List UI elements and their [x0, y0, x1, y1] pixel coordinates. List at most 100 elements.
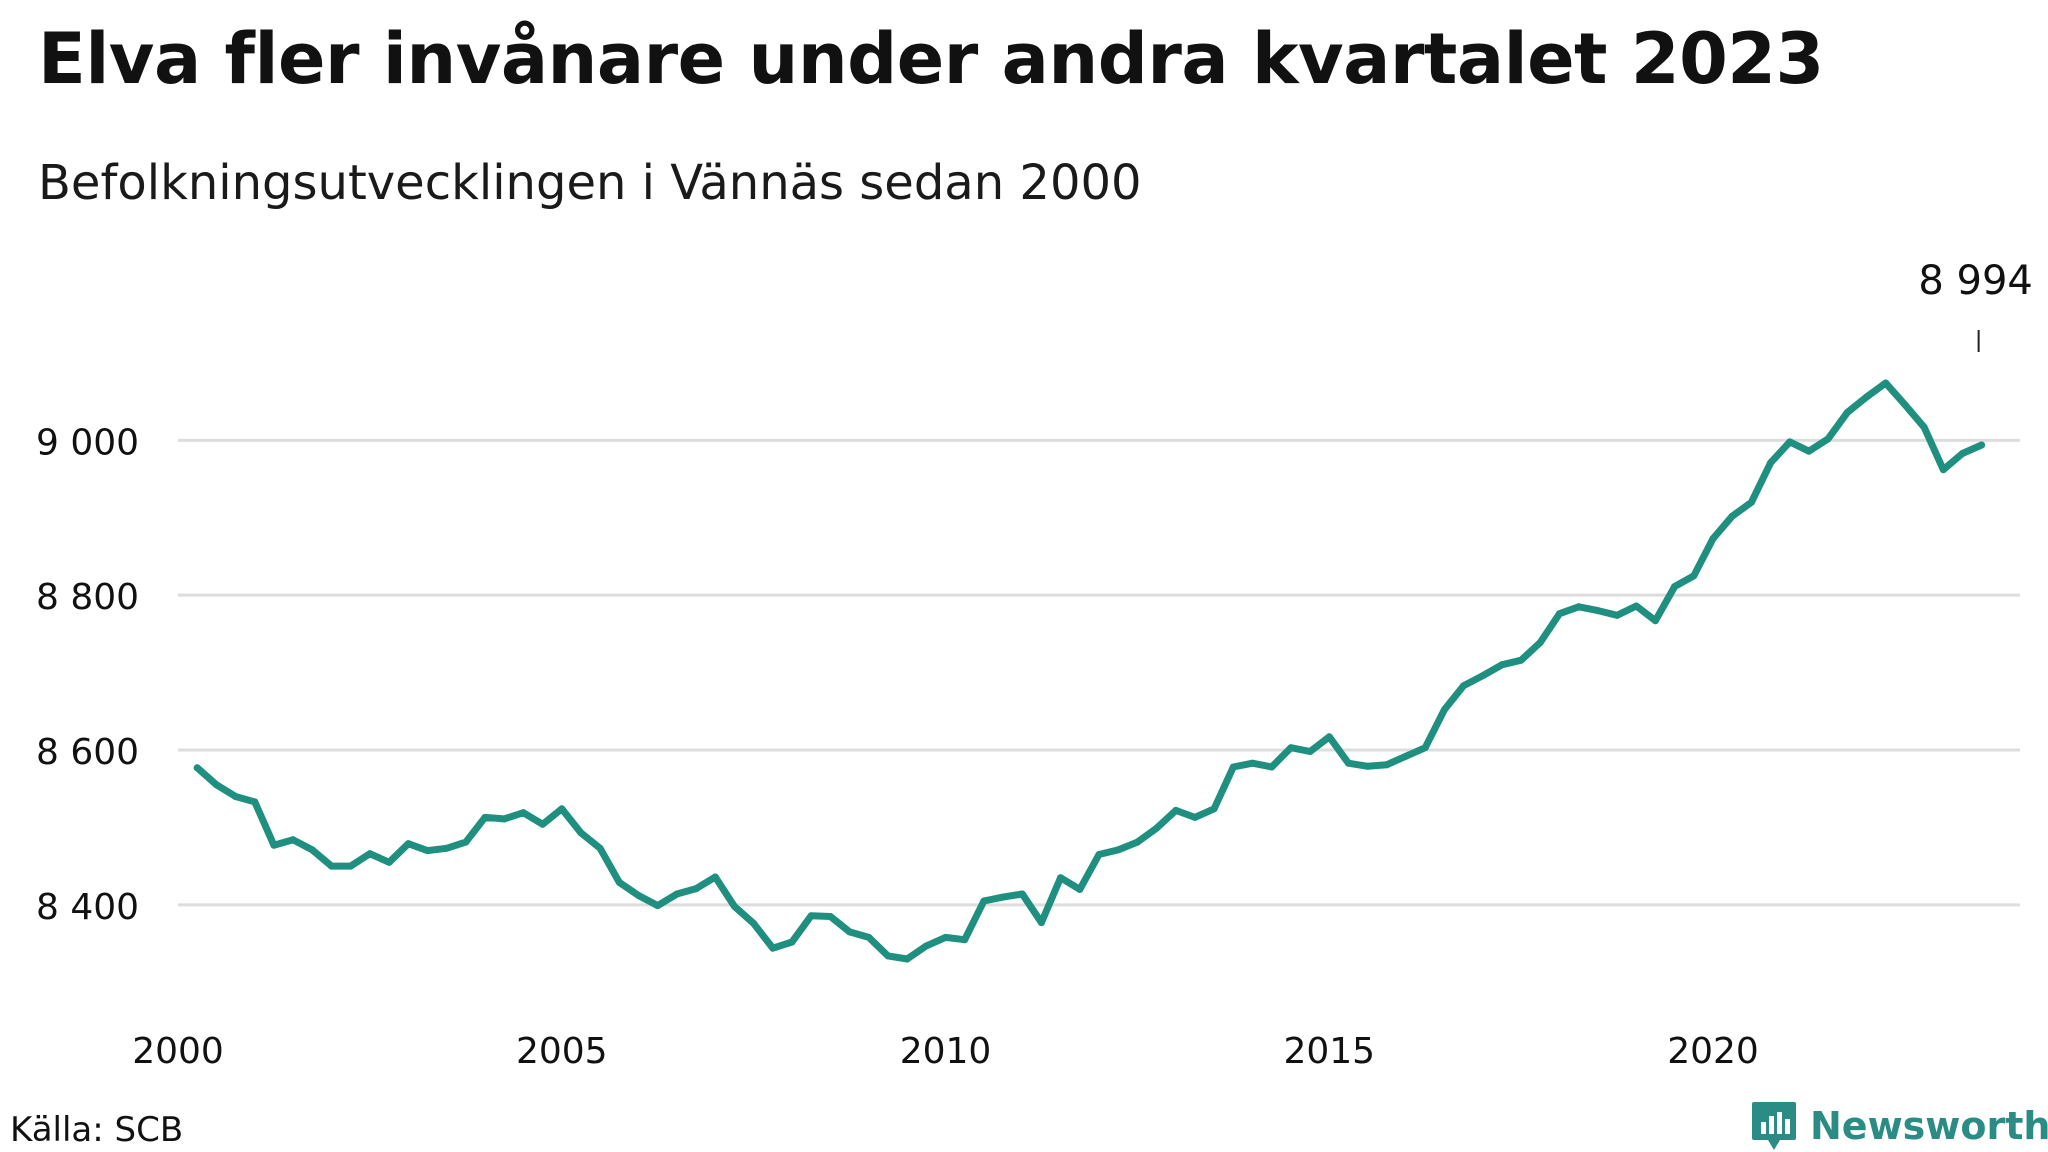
data-point — [1767, 459, 1775, 467]
data-point — [635, 892, 642, 899]
gridlines — [178, 438, 2020, 907]
data-point — [750, 919, 758, 927]
data-point — [980, 897, 988, 905]
data-point — [942, 933, 949, 941]
data-point — [1018, 890, 1026, 898]
data-point — [1575, 603, 1583, 611]
data-point — [1172, 806, 1180, 814]
newsworthy-logo-icon — [1752, 1102, 1796, 1150]
y-tick-label: 9 000 — [36, 422, 139, 463]
data-point — [1133, 838, 1141, 846]
data-point — [1556, 610, 1563, 618]
data-point — [577, 829, 585, 837]
data-point — [1402, 752, 1410, 760]
data-point — [289, 836, 297, 844]
data-point — [903, 955, 911, 963]
x-tick-label: 2015 — [1283, 1031, 1375, 1072]
data-point — [807, 912, 815, 920]
data-point — [251, 798, 259, 806]
x-axis-ticks: 2000 2005 2010 2015 2020 — [132, 1031, 1759, 1072]
data-point — [769, 944, 777, 952]
data-point — [711, 873, 719, 881]
data-point — [884, 952, 892, 960]
data-point — [596, 844, 604, 852]
data-point — [1651, 617, 1659, 625]
data-point — [270, 841, 278, 849]
data-point — [1939, 466, 1947, 474]
data-point — [1344, 759, 1352, 767]
data-point — [1364, 762, 1372, 770]
data-point — [692, 885, 700, 893]
data-point — [1421, 744, 1429, 752]
data-point — [1076, 885, 1084, 893]
data-point — [1153, 824, 1161, 832]
data-point — [1210, 805, 1218, 813]
data-points — [193, 379, 1986, 963]
data-point — [500, 815, 508, 823]
series-layer — [193, 379, 1986, 963]
data-point — [443, 844, 451, 852]
data-point — [366, 850, 374, 858]
data-point — [1383, 761, 1391, 769]
x-tick-label: 2010 — [900, 1031, 992, 1072]
data-point — [1920, 423, 1928, 431]
data-point — [462, 838, 470, 846]
data-point — [308, 846, 316, 854]
data-point — [1786, 438, 1794, 446]
data-point — [481, 813, 489, 821]
brand-name: Newsworthy — [1810, 1104, 2048, 1148]
data-point — [1479, 672, 1487, 680]
data-point — [1191, 813, 1199, 821]
data-point — [615, 878, 623, 886]
brand-logo: Newsworthy — [1750, 1100, 2048, 1152]
data-point — [846, 928, 854, 936]
chart-title: Elva fler invånare under andra kvartalet… — [38, 18, 1824, 100]
data-point — [1498, 661, 1506, 669]
data-point — [999, 893, 1007, 901]
data-point — [922, 942, 930, 950]
data-point — [1517, 656, 1525, 664]
data-point — [730, 902, 738, 910]
data-point — [1325, 733, 1333, 741]
data-point — [1632, 602, 1640, 610]
data-point — [347, 862, 355, 870]
chart-subtitle: Befolkningsutvecklingen i Vännäs sedan 2… — [38, 155, 1142, 211]
data-point — [193, 764, 201, 772]
y-tick-label: 8 400 — [36, 887, 139, 928]
y-tick-label: 8 800 — [36, 577, 139, 618]
data-point — [1613, 611, 1621, 619]
data-point — [1057, 874, 1065, 882]
series-line — [193, 379, 1986, 963]
data-point — [1287, 744, 1295, 752]
data-point — [1805, 447, 1813, 455]
data-point — [1863, 393, 1870, 401]
data-point — [328, 862, 335, 870]
data-point — [1728, 512, 1736, 520]
data-point — [1671, 583, 1679, 591]
x-tick-label: 2000 — [132, 1031, 224, 1072]
data-point — [1306, 748, 1314, 755]
data-point — [961, 936, 969, 944]
data-point — [1901, 401, 1909, 409]
source-label: Källa: SCB — [10, 1110, 184, 1150]
data-point — [1037, 919, 1045, 927]
data-point — [212, 781, 220, 789]
data-point — [404, 840, 412, 848]
data-point — [865, 933, 873, 941]
data-point — [385, 858, 393, 866]
x-tick-label: 2020 — [1667, 1031, 1759, 1072]
data-point — [826, 913, 834, 920]
data-point — [1690, 572, 1698, 580]
data-point — [1229, 763, 1237, 771]
end-annotation: 8 994 — [1918, 258, 2033, 352]
data-point — [1824, 435, 1832, 443]
data-point — [1978, 441, 1986, 449]
x-tick-label: 2005 — [516, 1031, 608, 1072]
data-point — [654, 902, 662, 910]
data-point — [1114, 846, 1122, 854]
data-point — [673, 890, 681, 898]
data-point — [1882, 379, 1890, 387]
y-axis-ticks: 8 400 8 600 8 800 9 000 — [36, 422, 139, 928]
data-point — [232, 793, 240, 800]
data-point — [1958, 450, 1966, 457]
